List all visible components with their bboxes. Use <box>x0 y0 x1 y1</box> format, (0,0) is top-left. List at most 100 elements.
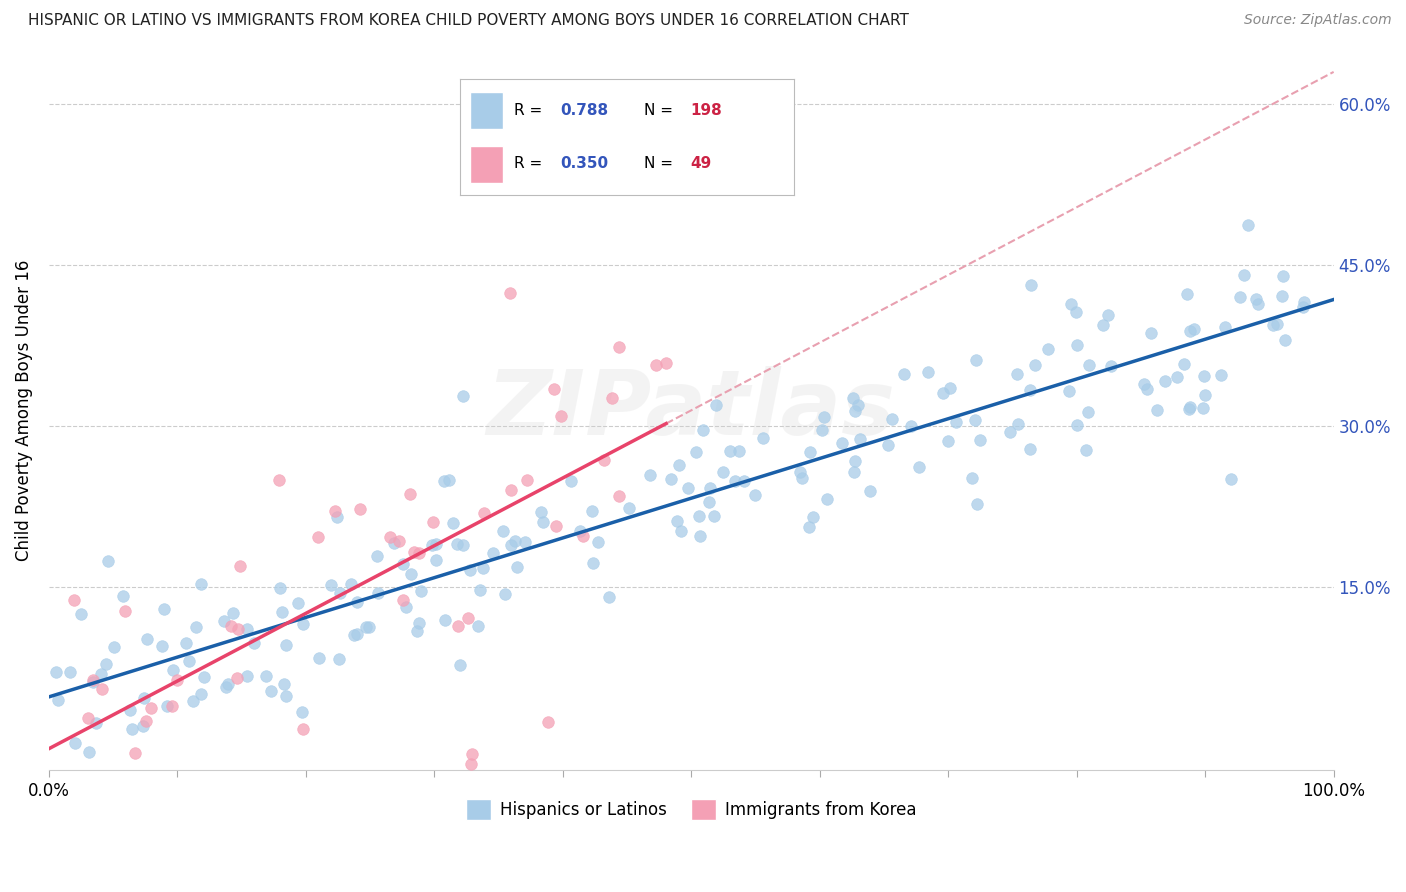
Point <box>1060 297 1083 311</box>
Point <box>70 815 93 830</box>
Point <box>543 382 565 396</box>
Point <box>582 556 605 570</box>
Point <box>349 502 371 516</box>
Point <box>326 510 349 524</box>
Point <box>1097 308 1119 322</box>
Point <box>706 398 728 412</box>
Point <box>1244 292 1267 306</box>
Point <box>460 757 482 772</box>
Point <box>271 606 294 620</box>
Point <box>530 505 553 519</box>
Point <box>408 615 430 630</box>
Point <box>366 549 388 563</box>
Point <box>441 516 464 530</box>
Point <box>1018 442 1040 456</box>
Point <box>392 557 415 571</box>
Point <box>408 546 430 560</box>
Point <box>132 719 155 733</box>
Point <box>1178 400 1201 414</box>
Point <box>45 665 67 679</box>
Point <box>1213 320 1236 334</box>
Point <box>499 286 522 301</box>
Point <box>190 577 212 591</box>
Point <box>598 591 620 605</box>
Point <box>451 538 474 552</box>
Point <box>1233 268 1256 282</box>
Point <box>1265 318 1288 332</box>
Point <box>842 392 865 406</box>
Point <box>848 398 870 412</box>
Point <box>501 538 523 552</box>
Point <box>858 483 880 498</box>
Point <box>1024 359 1046 373</box>
Point <box>124 747 146 761</box>
Point <box>699 481 721 495</box>
Point <box>588 535 610 549</box>
Point <box>499 483 522 497</box>
Point <box>1146 403 1168 417</box>
Legend: Hispanics or Latinos, Immigrants from Korea: Hispanics or Latinos, Immigrants from Ko… <box>460 793 922 826</box>
Point <box>346 627 368 641</box>
Point <box>225 671 247 685</box>
Point <box>803 510 825 524</box>
Point <box>59 665 82 679</box>
Point <box>276 638 298 652</box>
Point <box>965 413 987 427</box>
Point <box>969 434 991 448</box>
Point <box>434 613 457 627</box>
Point <box>433 474 456 488</box>
Point <box>402 545 425 559</box>
Point <box>492 524 515 538</box>
Point <box>482 546 505 560</box>
Point <box>328 652 350 666</box>
Point <box>121 722 143 736</box>
Point <box>581 504 603 518</box>
Point <box>471 561 494 575</box>
Point <box>236 622 259 636</box>
Point <box>392 593 415 607</box>
Point <box>1132 377 1154 392</box>
Point <box>728 443 751 458</box>
Point <box>82 673 104 688</box>
Text: Source: ZipAtlas.com: Source: ZipAtlas.com <box>1244 13 1392 28</box>
Point <box>346 595 368 609</box>
Point <box>215 680 238 694</box>
Point <box>378 530 401 544</box>
Point <box>269 581 291 595</box>
Point <box>1091 318 1114 333</box>
Point <box>1064 304 1087 318</box>
Point <box>1237 218 1260 232</box>
Point <box>382 536 405 550</box>
Point <box>153 602 176 616</box>
Point <box>82 772 104 786</box>
Point <box>1178 324 1201 338</box>
Point <box>1078 358 1101 372</box>
Y-axis label: Child Poverty Among Boys Under 16: Child Poverty Among Boys Under 16 <box>15 260 32 561</box>
Point <box>447 619 470 633</box>
Point <box>494 586 516 600</box>
Point <box>1192 368 1215 383</box>
Point <box>560 474 582 488</box>
Point <box>602 391 624 405</box>
Point <box>1136 383 1159 397</box>
Point <box>938 381 960 395</box>
Point <box>893 367 915 381</box>
Point <box>1066 418 1088 433</box>
Point <box>724 474 747 488</box>
Point <box>229 559 252 574</box>
Point <box>1074 442 1097 457</box>
Point <box>132 691 155 706</box>
Point <box>254 669 277 683</box>
Point <box>437 473 460 487</box>
Point <box>236 668 259 682</box>
Point <box>666 514 689 528</box>
Point <box>917 365 939 379</box>
Point <box>212 614 235 628</box>
Point <box>449 658 471 673</box>
Point <box>900 419 922 434</box>
Point <box>799 520 821 534</box>
Point <box>544 518 567 533</box>
Point <box>458 562 481 576</box>
Point <box>343 627 366 641</box>
Point <box>90 667 112 681</box>
